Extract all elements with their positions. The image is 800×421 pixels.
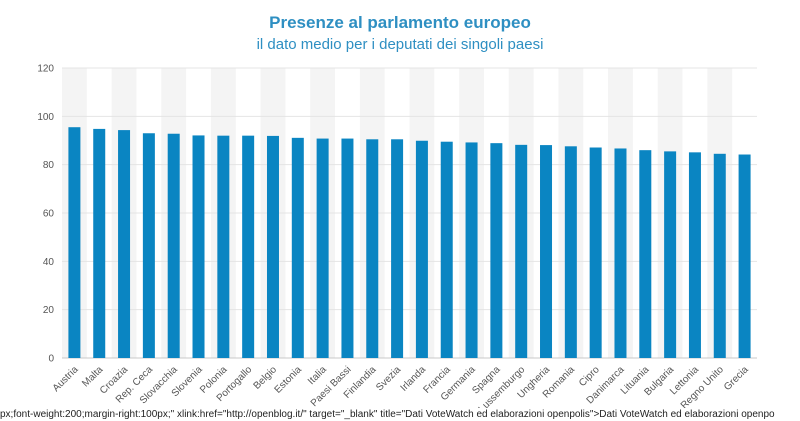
y-tick-label: 100: [37, 112, 54, 123]
bar: [192, 135, 205, 358]
x-tick-label: Austria: [51, 364, 81, 394]
y-axis-ticks: 0 20 40 60 80 100 120: [37, 64, 54, 365]
bar: [713, 153, 726, 358]
bar: [465, 142, 478, 358]
bar: [391, 139, 404, 358]
bar: [614, 148, 627, 358]
bar: [316, 138, 329, 358]
bar: [688, 152, 701, 358]
bar: [142, 133, 155, 358]
x-tick-label: Estonia: [273, 364, 305, 396]
bar: [93, 128, 106, 358]
chart-subtitle: il dato medio per i deputati dei singoli…: [257, 36, 544, 53]
bar: [564, 146, 577, 358]
bar: [366, 139, 379, 358]
bar: [266, 135, 279, 358]
bars: [68, 127, 751, 358]
x-tick-label: Grecia: [722, 364, 751, 393]
bar: [415, 140, 428, 358]
bar: [515, 144, 528, 358]
x-tick-label: Svezia: [374, 364, 403, 393]
y-tick-label: 120: [37, 64, 54, 75]
bar: [68, 127, 81, 358]
y-tick-label: 0: [48, 354, 54, 365]
bar: [589, 147, 602, 358]
bar: [118, 130, 131, 358]
bar: [440, 141, 453, 358]
source-credit: px;font-weight:200;margin-right:100px;" …: [0, 409, 775, 420]
bar: [639, 150, 652, 358]
y-tick-label: 60: [43, 209, 55, 220]
chart-title: Presenze al parlamento europeo: [269, 13, 531, 32]
bar: [490, 143, 503, 358]
bar: [664, 151, 677, 358]
bar: [167, 133, 180, 358]
bar: [540, 145, 553, 358]
bar: [291, 137, 304, 358]
bar: [242, 135, 255, 358]
bar: [341, 138, 354, 358]
bar: [217, 135, 230, 358]
y-tick-label: 40: [43, 257, 55, 268]
y-tick-label: 20: [43, 305, 55, 316]
y-tick-label: 80: [43, 160, 55, 171]
bar-chart: Presenze al parlamento europeo il dato m…: [37, 13, 757, 408]
bar: [738, 154, 751, 358]
